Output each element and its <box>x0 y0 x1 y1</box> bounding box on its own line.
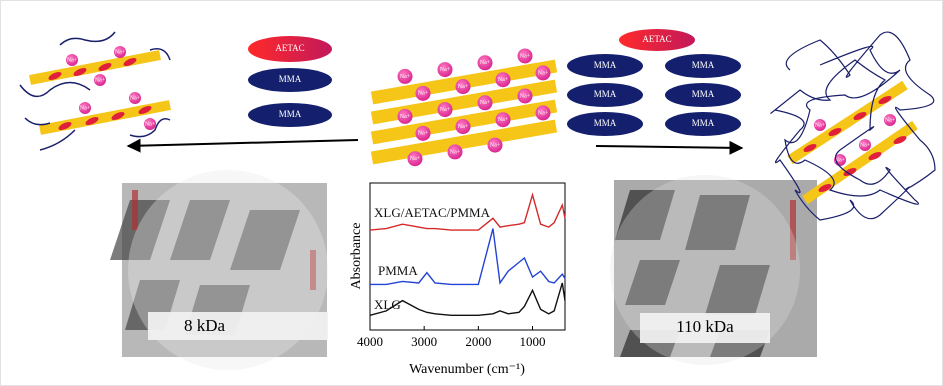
y-axis-label: Absorbance <box>349 223 364 290</box>
sodium-label: Na+ <box>450 149 461 155</box>
sodium-label: Na+ <box>480 100 491 106</box>
mma-label: MMA <box>594 118 617 128</box>
sodium-label: Na+ <box>815 122 826 128</box>
mma-label: MMA <box>692 60 715 70</box>
mma-label: MMA <box>594 89 617 99</box>
sodium-label: Na+ <box>538 110 549 116</box>
sodium-label: Na+ <box>538 70 549 76</box>
sodium-label: Na+ <box>860 142 871 148</box>
sodium-label: Na+ <box>440 107 451 113</box>
sample-photo: 8 kDa <box>110 170 328 370</box>
sample-photo: 110 kDa <box>610 175 817 365</box>
aetac-label: AETAC <box>275 43 304 53</box>
sodium-label: Na+ <box>498 117 509 123</box>
sodium-label: Na+ <box>95 77 106 83</box>
mma-label: MMA <box>279 109 302 119</box>
sodium-label: Na+ <box>520 53 531 59</box>
sodium-label: Na+ <box>480 60 491 66</box>
mma-label: MMA <box>594 60 617 70</box>
series-label: PMMA <box>378 263 418 278</box>
sodium-label: Na+ <box>130 95 141 101</box>
sample-label: 110 kDa <box>676 317 734 336</box>
sodium-label: Na+ <box>440 67 451 73</box>
aetac-label: AETAC <box>642 34 671 44</box>
sample-label: 8 kDa <box>184 316 226 335</box>
sodium-label: Na+ <box>498 77 509 83</box>
sodium-label: Na+ <box>410 156 421 162</box>
mma-label: MMA <box>692 89 715 99</box>
sodium-label: Na+ <box>67 57 78 63</box>
series-label: XLG <box>374 297 401 312</box>
x-axis-label: Wavenumber (cm⁻¹) <box>409 362 525 377</box>
x-tick-label: 4000 <box>357 334 383 349</box>
x-tick-label: 3000 <box>411 334 437 349</box>
x-tick-label: 1000 <box>520 334 546 349</box>
mma-label: MMA <box>279 74 302 84</box>
sodium-label: Na+ <box>490 142 501 148</box>
sodium-label: Na+ <box>418 131 429 137</box>
sodium-label: Na+ <box>458 84 469 90</box>
sodium-label: Na+ <box>145 121 156 127</box>
sodium-label: Na+ <box>418 91 429 97</box>
sodium-label: Na+ <box>520 93 531 99</box>
figure: 8 kDa 110 kDa Na+ Na+ Na+ Na+ Na+ Na+ Na+ Na+ Na… <box>0 0 943 386</box>
sodium-label: Na+ <box>400 74 411 80</box>
sodium-label: Na+ <box>400 114 411 120</box>
sodium-label: Na+ <box>885 117 896 123</box>
sodium-label: Na+ <box>458 124 469 130</box>
sodium-label: Na+ <box>115 49 126 55</box>
x-tick-label: 2000 <box>465 334 491 349</box>
series-label: XLG/AETAC/PMMA <box>374 205 491 220</box>
mma-label: MMA <box>692 118 715 128</box>
sodium-label: Na+ <box>80 105 91 111</box>
